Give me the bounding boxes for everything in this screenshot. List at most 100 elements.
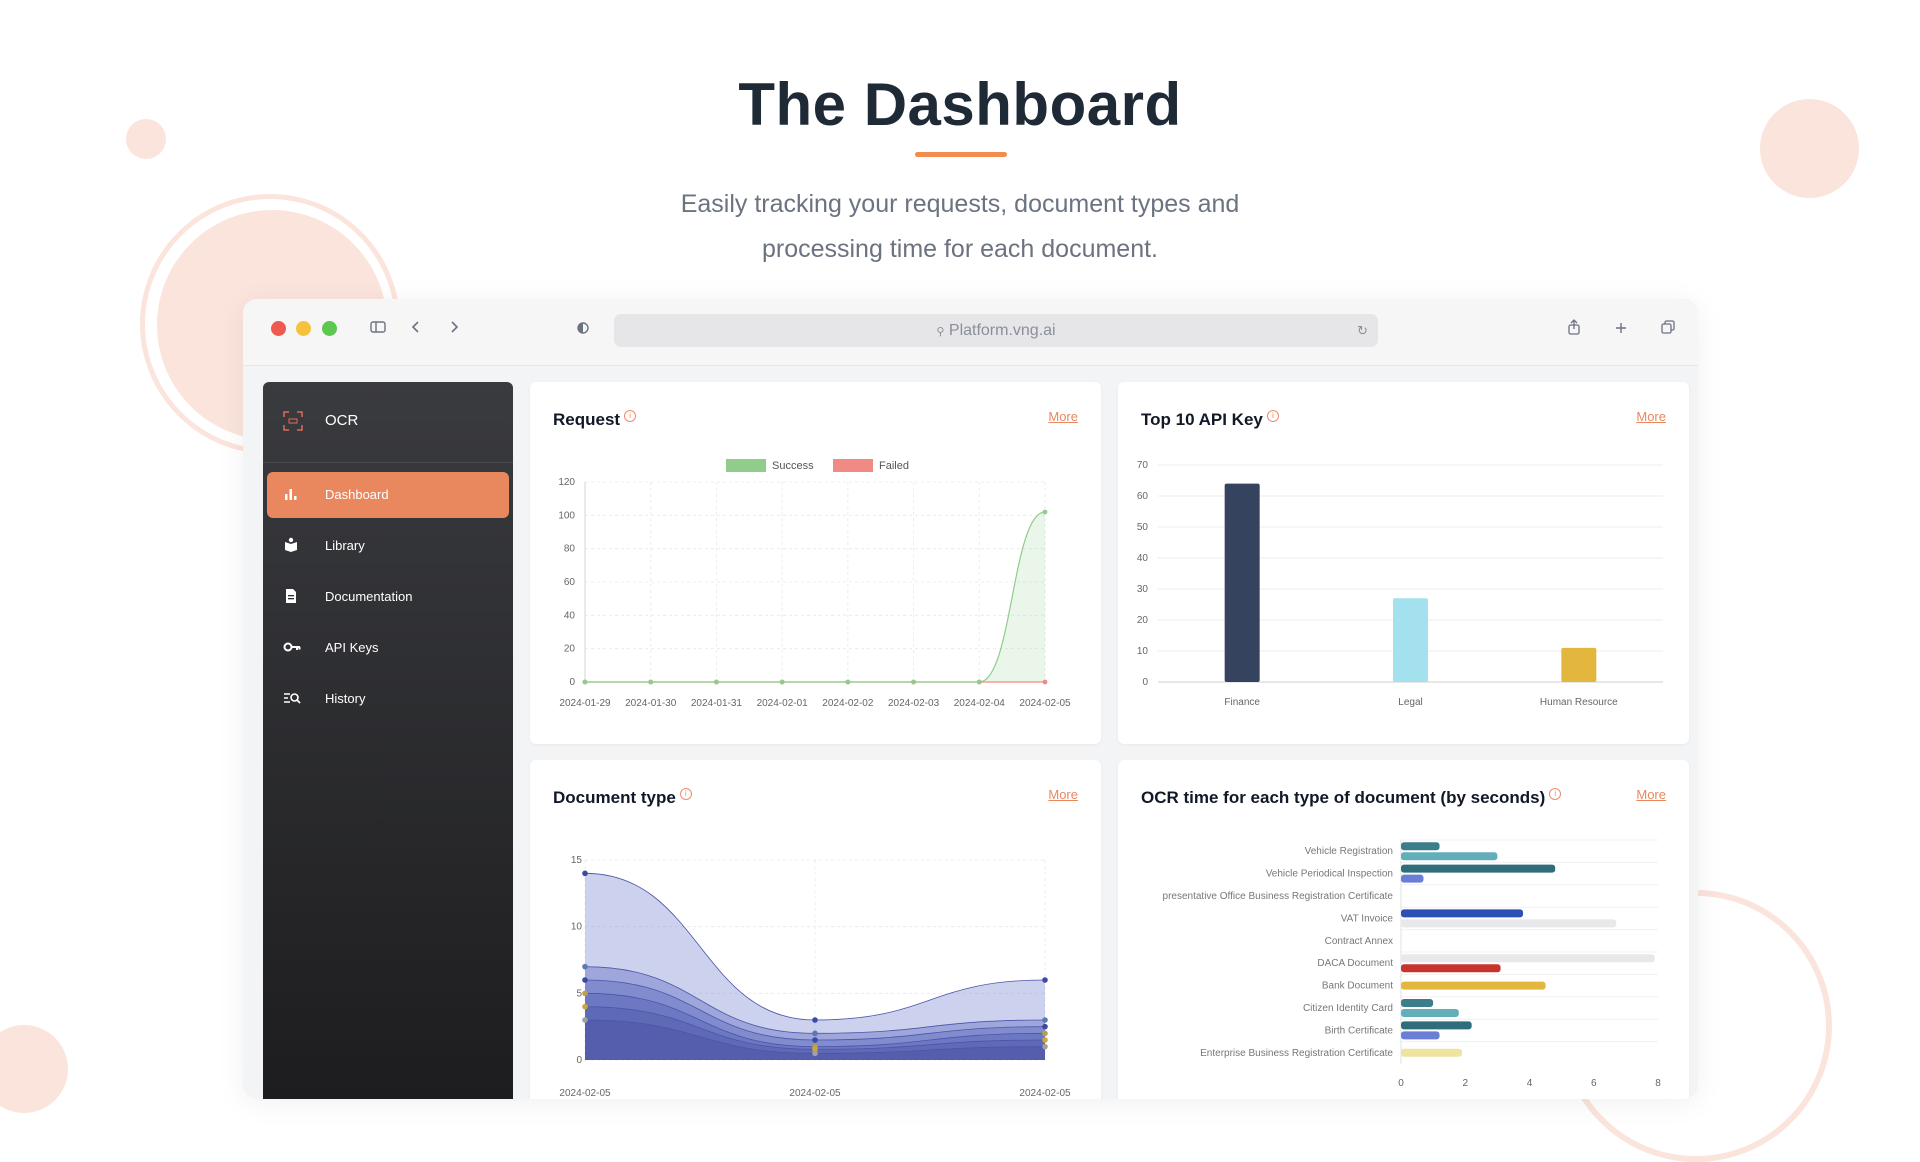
info-icon[interactable]: i xyxy=(1266,410,1279,422)
x-tick-label: Finance xyxy=(1224,697,1260,708)
y-tick-label: Contract Annex xyxy=(1325,936,1393,947)
sidebar-item-documentation[interactable]: Documentation xyxy=(267,574,509,620)
history-search-icon xyxy=(283,690,301,708)
reload-icon[interactable]: ↻ xyxy=(1357,323,1368,338)
x-tick-label: 2024-01-29 xyxy=(559,698,611,709)
bar xyxy=(1401,999,1434,1007)
series-line xyxy=(584,872,1046,1021)
search-icon: ⚲ xyxy=(936,326,945,338)
y-tick-label: 10 xyxy=(571,922,583,933)
bar xyxy=(1401,852,1498,861)
bar xyxy=(1401,1048,1463,1057)
y-tick-label: 20 xyxy=(1137,615,1149,626)
decor-circle-bottom-left xyxy=(0,1025,68,1113)
decor-circle-right xyxy=(1760,99,1859,198)
info-icon[interactable]: i xyxy=(1549,788,1562,800)
book-icon xyxy=(283,537,301,555)
data-point xyxy=(1042,509,1048,515)
data-point xyxy=(582,1003,588,1010)
y-tick-label: 80 xyxy=(564,544,576,555)
bar xyxy=(1401,954,1655,963)
y-tick-label: Vehicle Registration xyxy=(1305,846,1393,857)
y-tick-label: 0 xyxy=(569,677,575,688)
request-card-title: Request i xyxy=(553,410,637,430)
sidebar-item-library[interactable]: Library xyxy=(267,523,509,569)
data-point xyxy=(779,679,785,685)
hero-subtitle-line-2: processing time for each document. xyxy=(761,235,1159,263)
legend-label: Failed xyxy=(879,460,909,472)
browser-window: ⚲ Platform.vng.ai ↻ OCR Dashboard xyxy=(243,299,1698,1099)
decor-circle-small-left xyxy=(126,119,166,159)
y-tick-label: 40 xyxy=(564,610,576,621)
y-tick-label: 50 xyxy=(1137,522,1149,533)
bar xyxy=(1393,598,1428,682)
y-tick-label: Enterprise Business Registration Certifi… xyxy=(1200,1048,1393,1059)
key-icon xyxy=(283,639,301,657)
api-key-more-link[interactable]: More xyxy=(1636,409,1666,424)
sidebar-brand: OCR xyxy=(263,382,513,463)
ocr-time-more-link[interactable]: More xyxy=(1636,787,1666,802)
hero-subtitle: Easily tracking your requests, document … xyxy=(560,182,1360,272)
maximize-window-button[interactable] xyxy=(322,321,337,336)
sidebar-item-label: Library xyxy=(325,538,365,553)
sidebar-item-label: API Keys xyxy=(325,640,379,655)
data-point xyxy=(714,679,719,685)
data-point xyxy=(845,679,851,685)
y-tick-label: 0 xyxy=(576,1055,582,1066)
sidebar-item-dashboard[interactable]: Dashboard xyxy=(267,472,509,518)
new-tab-icon[interactable] xyxy=(1611,319,1631,339)
data-point xyxy=(1042,1017,1048,1023)
bar xyxy=(1401,1021,1472,1030)
y-tick-label: 0 xyxy=(1142,677,1148,688)
y-tick-label: Bank Document xyxy=(1322,981,1393,992)
y-tick-label: 40 xyxy=(1137,553,1149,564)
info-icon[interactable]: i xyxy=(624,410,637,422)
data-point xyxy=(911,679,916,685)
x-tick-label: 2024-01-31 xyxy=(691,698,743,709)
y-tick-label: 30 xyxy=(1137,584,1149,595)
data-point xyxy=(1042,1030,1048,1037)
sidebar-item-history[interactable]: History xyxy=(267,676,509,722)
legend-swatch xyxy=(726,459,766,472)
document-type-area-chart: 0 5 10 15 2024-02-05 2024-02-05 2024-02-05 xyxy=(559,855,1071,1099)
data-point xyxy=(812,1050,818,1057)
data-point xyxy=(812,1017,818,1023)
api-key-card: Top 10 API Key i More 0 10 20 30 40 50 60 70 Fina… xyxy=(1118,382,1689,744)
ocr-logo-icon xyxy=(283,411,303,431)
info-icon[interactable]: i xyxy=(679,788,692,800)
data-point xyxy=(976,679,982,685)
data-point xyxy=(812,1046,818,1053)
forward-icon[interactable] xyxy=(444,319,464,339)
address-bar[interactable]: ⚲ Platform.vng.ai ↻ xyxy=(614,314,1378,347)
document-type-card-title: Document type i xyxy=(553,788,692,808)
y-tick-label: VAT Invoice xyxy=(1341,913,1394,924)
back-icon[interactable] xyxy=(406,319,426,339)
x-tick-label: 2024-02-05 xyxy=(789,1088,841,1099)
sidebar-toggle-icon[interactable] xyxy=(368,319,388,339)
close-window-button[interactable] xyxy=(271,321,286,336)
y-tick-label: 60 xyxy=(1137,491,1149,502)
x-tick-label: 2024-02-03 xyxy=(888,698,940,709)
sidebar-item-label: Documentation xyxy=(325,589,413,604)
legend-swatch xyxy=(833,459,873,472)
ocr-time-card-title-text: OCR time for each type of document (by s… xyxy=(1141,788,1546,807)
data-point xyxy=(812,1030,818,1037)
app-sidebar: OCR Dashboard Library Documentation API … xyxy=(263,382,513,1099)
api-key-card-title-text: Top 10 API Key xyxy=(1141,410,1263,429)
tabs-overview-icon[interactable] xyxy=(1658,319,1678,339)
sidebar-brand-label: OCR xyxy=(325,412,359,429)
bar xyxy=(1401,909,1524,918)
x-tick-label: 2024-02-01 xyxy=(757,698,809,709)
y-tick-label: 15 xyxy=(571,855,583,866)
api-key-bar-chart: 0 10 20 30 40 50 60 70 Finance Legal Human Resourc… xyxy=(1137,460,1663,708)
y-tick-label: Citizen Identity Card xyxy=(1303,1003,1393,1014)
bar-chart-icon xyxy=(283,486,301,504)
sidebar-item-api-keys[interactable]: API Keys xyxy=(267,625,509,671)
request-more-link[interactable]: More xyxy=(1048,409,1078,424)
privacy-shield-icon[interactable] xyxy=(573,319,593,339)
sidebar-item-label: History xyxy=(325,691,366,706)
bar xyxy=(1401,1031,1440,1040)
document-type-more-link[interactable]: More xyxy=(1048,787,1078,802)
share-icon[interactable] xyxy=(1564,319,1584,339)
minimize-window-button[interactable] xyxy=(296,321,311,336)
